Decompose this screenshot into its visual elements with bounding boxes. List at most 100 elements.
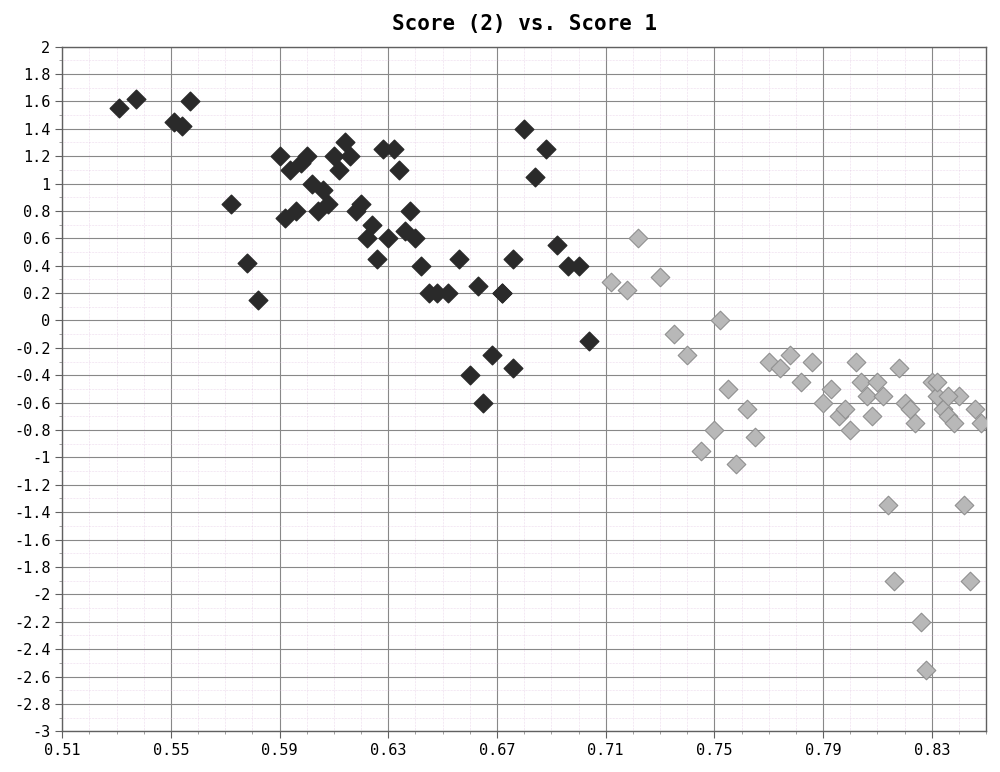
Point [475,397,491,409]
Point [516,123,532,135]
Point [897,397,913,409]
Point [831,410,847,422]
Point [956,499,972,512]
Point [494,287,510,300]
Point [407,232,423,245]
Point [940,390,956,402]
Point [706,424,722,436]
Point [869,376,885,388]
Point [484,348,500,361]
Point [239,257,255,269]
Point [421,287,437,300]
Point [848,355,864,367]
Point [823,383,839,395]
Point [166,116,182,128]
Point [413,259,429,272]
Point [853,376,869,388]
Point [679,348,695,361]
Point [880,499,896,512]
Point [505,252,521,265]
Point [967,403,983,415]
Point [875,390,891,402]
Point [364,218,380,231]
Point [772,362,788,374]
Point [505,362,521,374]
Point [739,403,755,415]
Point [397,225,413,238]
Point [272,150,288,162]
Point [913,615,929,628]
Point [494,287,510,300]
Point [560,259,576,272]
Point [386,143,402,155]
Point [962,574,978,587]
Point [348,205,364,217]
Point [353,198,369,210]
Point [815,397,831,409]
Point [581,335,597,347]
Point [342,150,358,162]
Point [859,390,875,402]
Point [804,355,820,367]
Point [391,164,407,176]
Point [369,252,385,265]
Point [549,239,565,252]
Point [747,431,763,443]
Point [304,178,320,190]
Point [128,93,144,105]
Point [761,355,777,367]
Point [380,232,396,245]
Point [603,276,619,288]
Point [929,376,945,388]
Point [630,232,646,245]
Point [277,212,293,224]
Point [326,150,342,162]
Point [693,445,709,457]
Point [250,293,266,306]
Point [429,287,445,300]
Point [337,136,353,148]
Point [728,458,744,470]
Point [320,198,336,210]
Point [891,362,907,374]
Point [462,369,478,381]
Point [359,232,375,245]
Point [619,284,635,296]
Point [907,417,923,429]
Point [793,376,809,388]
Point [864,410,880,422]
Point [375,143,391,155]
Point [174,120,190,132]
Point [940,410,956,422]
Point [470,280,486,293]
Point [837,403,853,415]
Point [299,150,315,162]
Point [929,390,945,402]
Point [652,270,668,283]
Point [451,252,467,265]
Point [712,314,728,327]
Point [935,403,951,415]
Point [951,390,967,402]
Point [282,164,298,176]
Point [946,417,962,429]
Point [331,164,347,176]
Point [288,205,304,217]
Point [538,143,554,155]
Point [402,205,418,217]
Point [720,383,736,395]
Point [666,328,682,340]
Point [571,259,587,272]
Point [440,287,456,300]
Point [527,171,543,183]
Point [223,198,239,210]
Point [924,376,940,388]
Point [310,205,326,217]
Point [886,574,902,587]
Point [973,417,989,429]
Point [111,102,127,114]
Title: Score (2) vs. Score 1: Score (2) vs. Score 1 [392,14,657,34]
Point [315,185,331,197]
Point [918,663,934,676]
Point [842,424,858,436]
